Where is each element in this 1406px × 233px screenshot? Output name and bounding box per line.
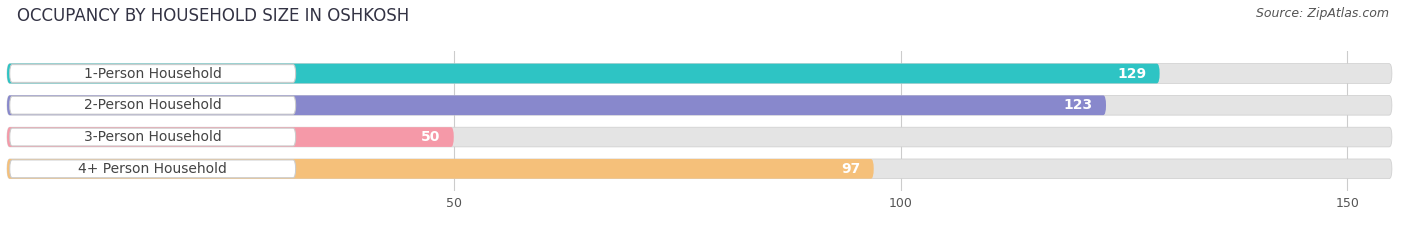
FancyBboxPatch shape (7, 64, 1392, 83)
Text: 97: 97 (841, 162, 860, 176)
FancyBboxPatch shape (7, 127, 1392, 147)
FancyBboxPatch shape (7, 127, 454, 147)
FancyBboxPatch shape (10, 160, 295, 178)
FancyBboxPatch shape (7, 159, 873, 179)
FancyBboxPatch shape (7, 96, 1107, 115)
Text: 2-Person Household: 2-Person Household (84, 98, 222, 112)
Text: OCCUPANCY BY HOUSEHOLD SIZE IN OSHKOSH: OCCUPANCY BY HOUSEHOLD SIZE IN OSHKOSH (17, 7, 409, 25)
Text: 129: 129 (1118, 66, 1146, 80)
FancyBboxPatch shape (10, 96, 295, 114)
FancyBboxPatch shape (7, 159, 1392, 179)
Text: 3-Person Household: 3-Person Household (84, 130, 222, 144)
Text: 50: 50 (420, 130, 440, 144)
FancyBboxPatch shape (7, 64, 1160, 83)
Text: 123: 123 (1063, 98, 1092, 112)
Text: 4+ Person Household: 4+ Person Household (79, 162, 228, 176)
FancyBboxPatch shape (10, 128, 295, 146)
FancyBboxPatch shape (10, 65, 295, 82)
Text: Source: ZipAtlas.com: Source: ZipAtlas.com (1256, 7, 1389, 20)
FancyBboxPatch shape (7, 96, 1392, 115)
Text: 1-Person Household: 1-Person Household (84, 66, 222, 80)
